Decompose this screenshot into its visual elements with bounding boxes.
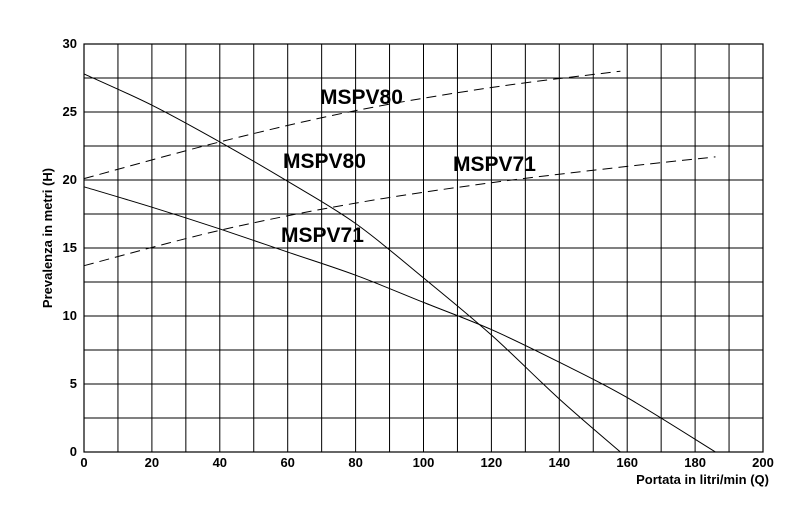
x-tick-label: 40 <box>213 455 227 470</box>
grid <box>84 44 763 452</box>
solid-mspv80-curve <box>83 73 621 453</box>
x-tick-label: 100 <box>413 455 435 470</box>
series-labels: MSPV80 MSPV80 MSPV71 MSPV71 <box>281 86 536 247</box>
plot-frame <box>83 43 764 453</box>
dashed-mspv71-label: MSPV71 <box>453 153 536 176</box>
dashed-mspv71-curve <box>83 156 716 267</box>
y-axis-label: Prevalenza in metri (H) <box>40 168 55 308</box>
y-tick-label: 25 <box>63 104 77 119</box>
x-tick-label: 180 <box>684 455 706 470</box>
dashed-mspv80-label: MSPV80 <box>320 86 403 109</box>
curves <box>83 70 716 453</box>
y-tick-label: 10 <box>63 308 77 323</box>
x-axis-label: Portata in litri/min (Q) <box>636 472 769 487</box>
x-tick-label: 140 <box>548 455 570 470</box>
solid-mspv71-label: MSPV71 <box>281 224 364 247</box>
x-tick-label: 80 <box>348 455 362 470</box>
dashed-mspv80-curve <box>83 70 621 180</box>
x-tick-label: 120 <box>481 455 503 470</box>
y-tick-label: 20 <box>63 172 77 187</box>
x-tick-label: 0 <box>80 455 87 470</box>
x-tick-label: 200 <box>752 455 774 470</box>
solid-mspv71-curve <box>83 186 716 453</box>
solid-mspv80-label: MSPV80 <box>283 150 366 173</box>
tick-labels: 0 20 40 60 80 100 120 140 160 180 200 0 5 10 15 20 25 30 <box>63 36 774 470</box>
y-tick-label: 30 <box>63 36 77 51</box>
x-tick-label: 20 <box>145 455 159 470</box>
y-tick-label: 0 <box>70 444 77 459</box>
x-tick-label: 160 <box>616 455 638 470</box>
x-tick-label: 60 <box>280 455 294 470</box>
y-tick-label: 5 <box>70 376 77 391</box>
y-tick-label: 15 <box>63 240 77 255</box>
